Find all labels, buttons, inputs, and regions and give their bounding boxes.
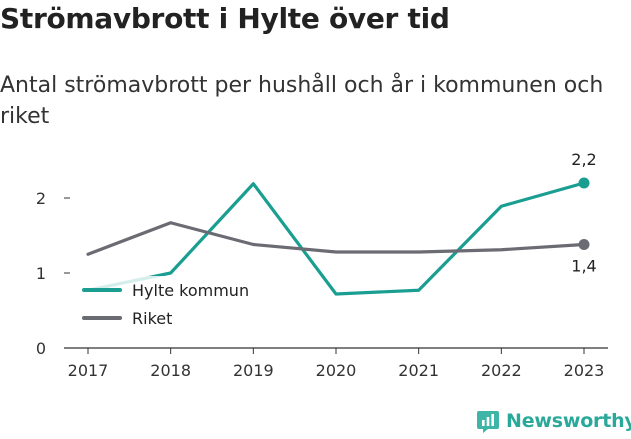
legend-label: Riket [132, 309, 172, 328]
x-tick-label: 2018 [150, 361, 191, 380]
brand-name: Newsworthy [506, 410, 631, 432]
chart-title: Strömavbrott i Hylte över tid [0, 2, 450, 35]
x-tick-label: 2022 [481, 361, 522, 380]
legend-label: Hylte kommun [132, 281, 249, 300]
end-point-marker [578, 177, 590, 189]
x-tick-label: 2020 [316, 361, 357, 380]
x-tick-label: 2023 [564, 361, 605, 380]
end-value-label: 1,4 [571, 257, 596, 276]
y-tick-label: 1 [36, 264, 46, 283]
x-tick-label: 2019 [233, 361, 274, 380]
series-line-hylte-kommun [86, 181, 586, 296]
y-tick-label: 0 [36, 339, 46, 358]
brand-logo: Newsworthy [476, 408, 631, 434]
y-tick-label: 2 [36, 189, 46, 208]
x-tick-label: 2021 [398, 361, 439, 380]
newsworthy-logo-icon [477, 411, 499, 433]
series-line-riket [86, 221, 586, 256]
end-point-marker [578, 239, 590, 250]
legend-box [72, 276, 272, 334]
chart-subtitle: Antal strömavbrott per hushåll och år i … [0, 73, 604, 129]
x-tick-label: 2017 [68, 361, 109, 380]
end-value-label: 2,2 [571, 150, 596, 169]
